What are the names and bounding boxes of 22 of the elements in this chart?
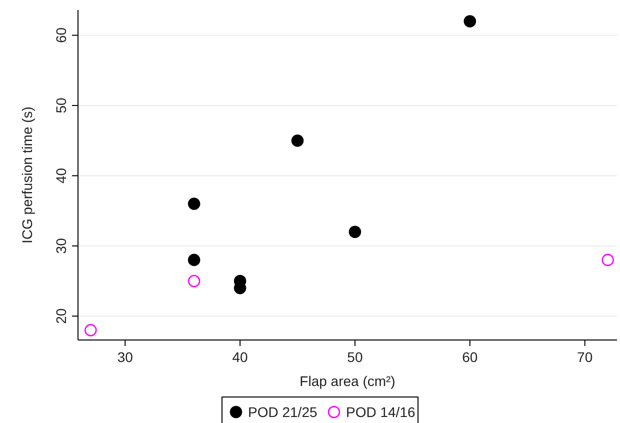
y-tick-label: 50 — [53, 97, 69, 114]
y-tick-label: 30 — [53, 238, 69, 254]
point — [602, 254, 614, 266]
x-tick-label: 70 — [577, 349, 593, 365]
point — [188, 254, 200, 266]
y-axis-title: ICG perfusion time (s) — [19, 106, 35, 244]
point — [464, 15, 476, 28]
x-tick-label: 30 — [117, 349, 134, 365]
point — [188, 198, 200, 210]
x-tick-label: 40 — [232, 349, 248, 365]
y-tick-label: 40 — [53, 168, 69, 184]
legend-label: POD 21/25 — [248, 404, 318, 420]
x-axis-title: Flap area (cm²) — [300, 373, 396, 389]
point — [291, 134, 304, 147]
y-tick-label: 20 — [53, 308, 69, 324]
legend-label: POD 14/16 — [346, 404, 416, 420]
point — [188, 274, 200, 288]
x-tick-label: 50 — [347, 349, 363, 365]
x-tick-label: 60 — [462, 349, 478, 365]
y-tick-label: 60 — [53, 27, 69, 44]
point — [348, 226, 362, 238]
point — [84, 324, 97, 336]
